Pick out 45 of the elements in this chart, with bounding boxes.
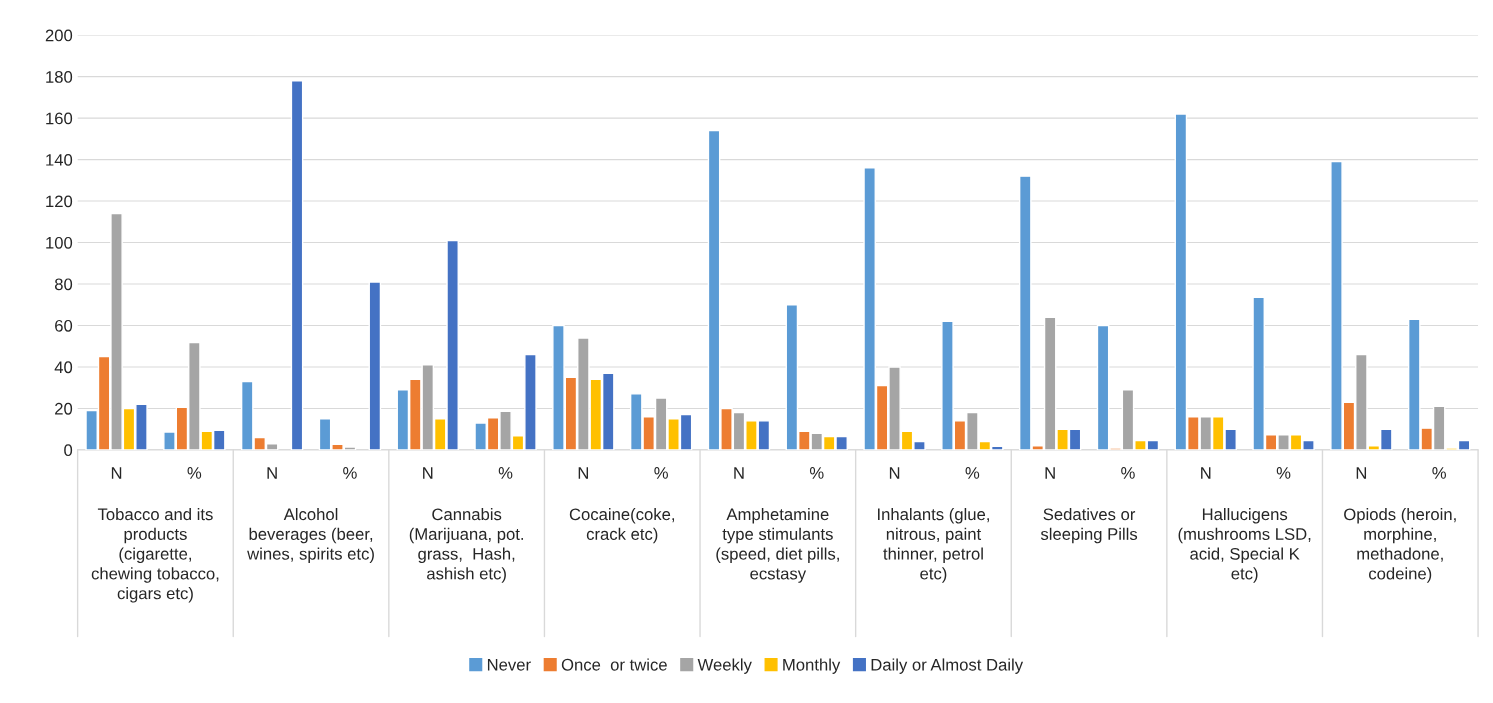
- x-tick-label: N: [1356, 467, 1367, 479]
- y-tick-label: 120: [46, 195, 73, 208]
- text: Amphetamine type stimulants (speed, diet pills, ecstasy: [716, 507, 839, 583]
- bar: [368, 281, 382, 450]
- x-tick-label: %: [654, 467, 668, 479]
- text: Tobacco and its products (cigarette, chewing tobacco, cigars etc): [91, 507, 219, 603]
- x-tick-label: %: [1121, 467, 1135, 479]
- y-tick-label: 160: [46, 112, 73, 125]
- legend-label: Daily or Almost Daily: [871, 658, 1024, 674]
- x-tick-label: %: [1432, 467, 1446, 479]
- y-tick-label: 80: [54, 278, 73, 291]
- y-tick-label: 100: [46, 236, 73, 249]
- x-tick-label: %: [187, 467, 202, 479]
- x-tick-label: %: [498, 467, 513, 479]
- x-tick-label: %: [965, 467, 980, 479]
- x-tick-label: N: [889, 467, 900, 479]
- y-tick-label: 60: [55, 319, 73, 332]
- text: Cocaine(coke, crack etc): [569, 507, 675, 544]
- x-tick-label: %: [1276, 467, 1291, 479]
- x-tick-label: N: [267, 467, 277, 479]
- bar: [290, 80, 304, 450]
- x-tick-label: N: [1045, 467, 1055, 479]
- x-tick-label: N: [734, 467, 744, 479]
- x-tick-label: N: [423, 467, 433, 479]
- y-tick-label: 0: [64, 444, 73, 457]
- x-tick-label: %: [343, 467, 357, 479]
- text: Sedatives or sleeping Pills: [1040, 507, 1138, 544]
- legend-label: Weekly: [697, 658, 752, 674]
- x-tick-label: N: [1201, 467, 1211, 479]
- legend-label: Never: [487, 659, 531, 671]
- text: Cannabis (Marijuana, pot. grass, Hash, ashish etc): [409, 507, 524, 583]
- y-tick-label: 180: [46, 71, 73, 83]
- text: Alcohol beverages (beer, wines, spirits etc): [247, 507, 374, 564]
- text: Opiods (heroin, morphine, methadone, codeine): [1344, 507, 1456, 583]
- legend-label: Monthly: [783, 658, 841, 674]
- legend-label: Once or twice: [561, 658, 667, 671]
- y-tick-label: 140: [46, 153, 73, 166]
- x-tick-label: %: [809, 467, 824, 479]
- text: Hallucigens (mushrooms LSD, acid, Special K etc): [1178, 507, 1311, 583]
- y-tick-label: 200: [45, 29, 73, 42]
- text: Inhalants (glue, nitrous, paint thinner, petrol etc): [878, 507, 989, 583]
- y-tick-label: 20: [55, 402, 73, 415]
- y-tick-label: 40: [54, 361, 73, 374]
- x-tick-label: N: [111, 467, 122, 479]
- x-tick-label: N: [578, 467, 589, 479]
